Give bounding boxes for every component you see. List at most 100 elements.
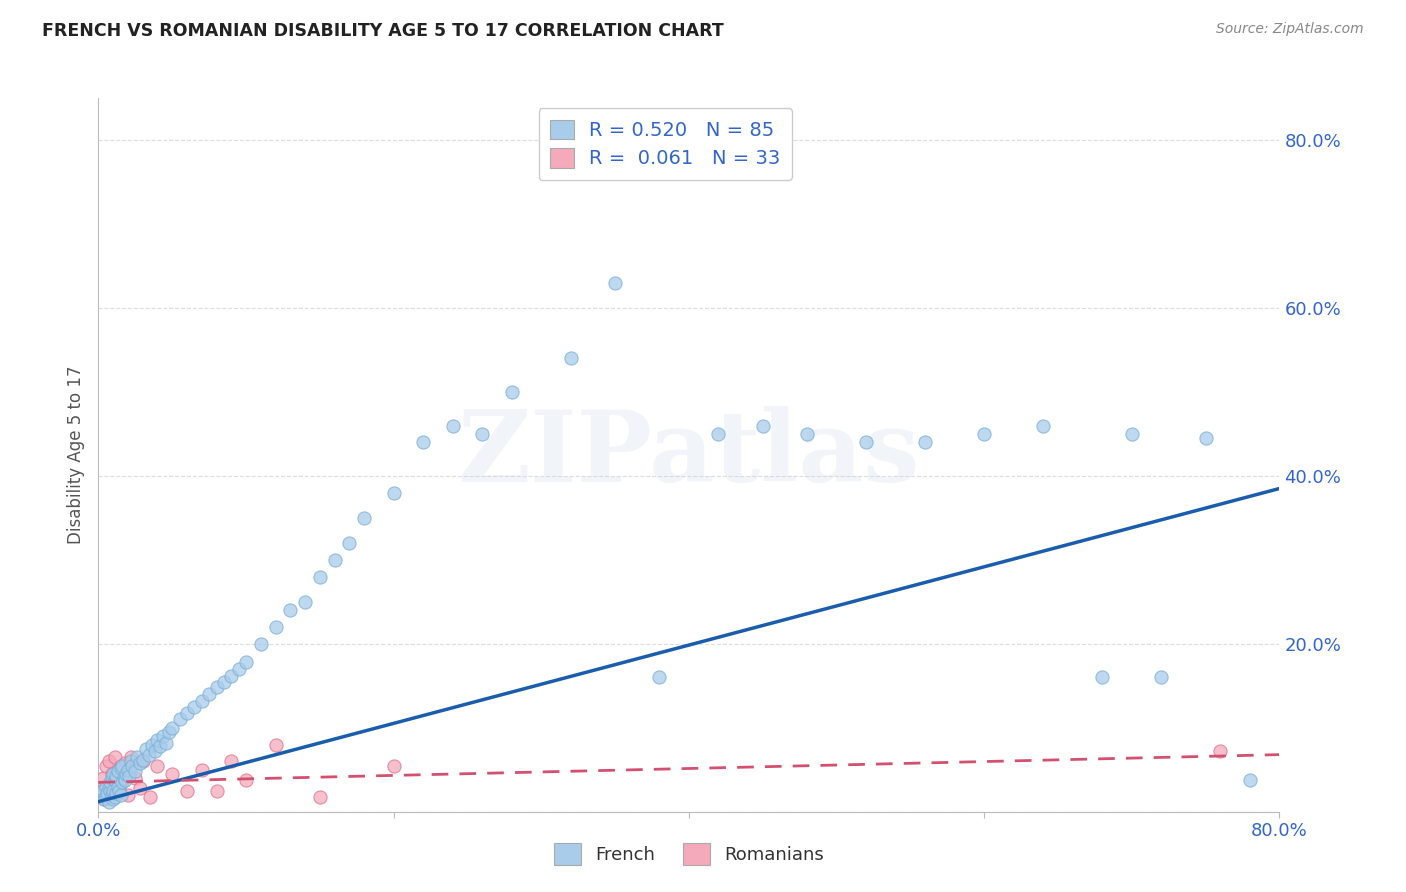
- Point: [264, 620, 287, 634]
- Point: [191, 694, 214, 708]
- Point: [110, 761, 132, 775]
- Point: [104, 772, 127, 787]
- Point: [132, 753, 155, 767]
- Point: [135, 741, 157, 756]
- Point: [90, 788, 112, 802]
- Point: [120, 755, 142, 769]
- Point: [1209, 744, 1232, 758]
- Y-axis label: Disability Age 5 to 17: Disability Age 5 to 17: [66, 366, 84, 544]
- Text: FRENCH VS ROMANIAN DISABILITY AGE 5 TO 17 CORRELATION CHART: FRENCH VS ROMANIAN DISABILITY AGE 5 TO 1…: [42, 22, 724, 40]
- Point: [104, 750, 127, 764]
- Point: [138, 747, 160, 762]
- Point: [205, 783, 228, 797]
- Point: [110, 758, 132, 772]
- Point: [560, 351, 582, 366]
- Point: [114, 756, 136, 770]
- Point: [96, 786, 118, 800]
- Point: [751, 418, 773, 433]
- Point: [162, 721, 183, 735]
- Point: [1150, 670, 1173, 684]
- Point: [1121, 426, 1143, 441]
- Point: [108, 783, 131, 797]
- Point: [176, 706, 198, 720]
- Point: [100, 767, 122, 781]
- Point: [103, 767, 125, 781]
- Point: [149, 739, 172, 754]
- Point: [157, 725, 180, 739]
- Point: [110, 788, 132, 802]
- Point: [132, 755, 155, 769]
- Point: [117, 763, 139, 777]
- Point: [1091, 670, 1114, 684]
- Point: [97, 795, 120, 809]
- Point: [103, 775, 125, 789]
- Point: [471, 426, 494, 441]
- Point: [143, 744, 166, 758]
- Point: [152, 729, 174, 743]
- Point: [115, 767, 138, 781]
- Point: [100, 771, 122, 785]
- Point: [309, 789, 332, 804]
- Point: [605, 276, 627, 290]
- Point: [97, 755, 120, 769]
- Point: [294, 595, 316, 609]
- Point: [309, 569, 332, 583]
- Point: [1239, 772, 1261, 787]
- Point: [323, 553, 346, 567]
- Point: [105, 786, 128, 800]
- Point: [94, 780, 117, 794]
- Point: [97, 781, 120, 796]
- Legend: French, Romanians: French, Romanians: [546, 834, 832, 874]
- Point: [198, 687, 221, 701]
- Point: [100, 788, 122, 802]
- Point: [176, 783, 198, 797]
- Point: [90, 783, 112, 797]
- Point: [128, 781, 150, 796]
- Point: [501, 384, 523, 399]
- Point: [648, 670, 671, 684]
- Point: [169, 712, 191, 726]
- Point: [707, 426, 730, 441]
- Point: [264, 738, 287, 752]
- Point: [162, 767, 183, 781]
- Point: [107, 780, 129, 794]
- Point: [191, 763, 214, 777]
- Point: [205, 681, 228, 695]
- Point: [124, 764, 146, 779]
- Point: [111, 758, 134, 772]
- Text: Source: ZipAtlas.com: Source: ZipAtlas.com: [1216, 22, 1364, 37]
- Point: [104, 789, 127, 804]
- Point: [120, 750, 142, 764]
- Point: [973, 426, 995, 441]
- Point: [141, 738, 163, 752]
- Point: [111, 771, 134, 785]
- Point: [183, 699, 205, 714]
- Point: [441, 418, 464, 433]
- Point: [855, 435, 877, 450]
- Point: [103, 783, 125, 797]
- Point: [278, 603, 302, 617]
- Point: [124, 771, 146, 785]
- Point: [112, 771, 135, 785]
- Point: [412, 435, 434, 450]
- Point: [235, 772, 257, 787]
- Point: [105, 769, 128, 783]
- Point: [94, 789, 117, 804]
- Point: [146, 758, 169, 772]
- Point: [382, 758, 405, 772]
- Point: [914, 435, 936, 450]
- Point: [128, 756, 150, 770]
- Point: [98, 775, 121, 789]
- Point: [91, 783, 114, 797]
- Point: [103, 792, 125, 806]
- Point: [105, 783, 128, 797]
- Point: [96, 780, 118, 794]
- Point: [1032, 418, 1054, 433]
- Point: [796, 426, 818, 441]
- Point: [118, 769, 141, 783]
- Point: [219, 755, 242, 769]
- Point: [125, 750, 148, 764]
- Point: [353, 511, 375, 525]
- Point: [146, 733, 169, 747]
- Point: [107, 764, 129, 779]
